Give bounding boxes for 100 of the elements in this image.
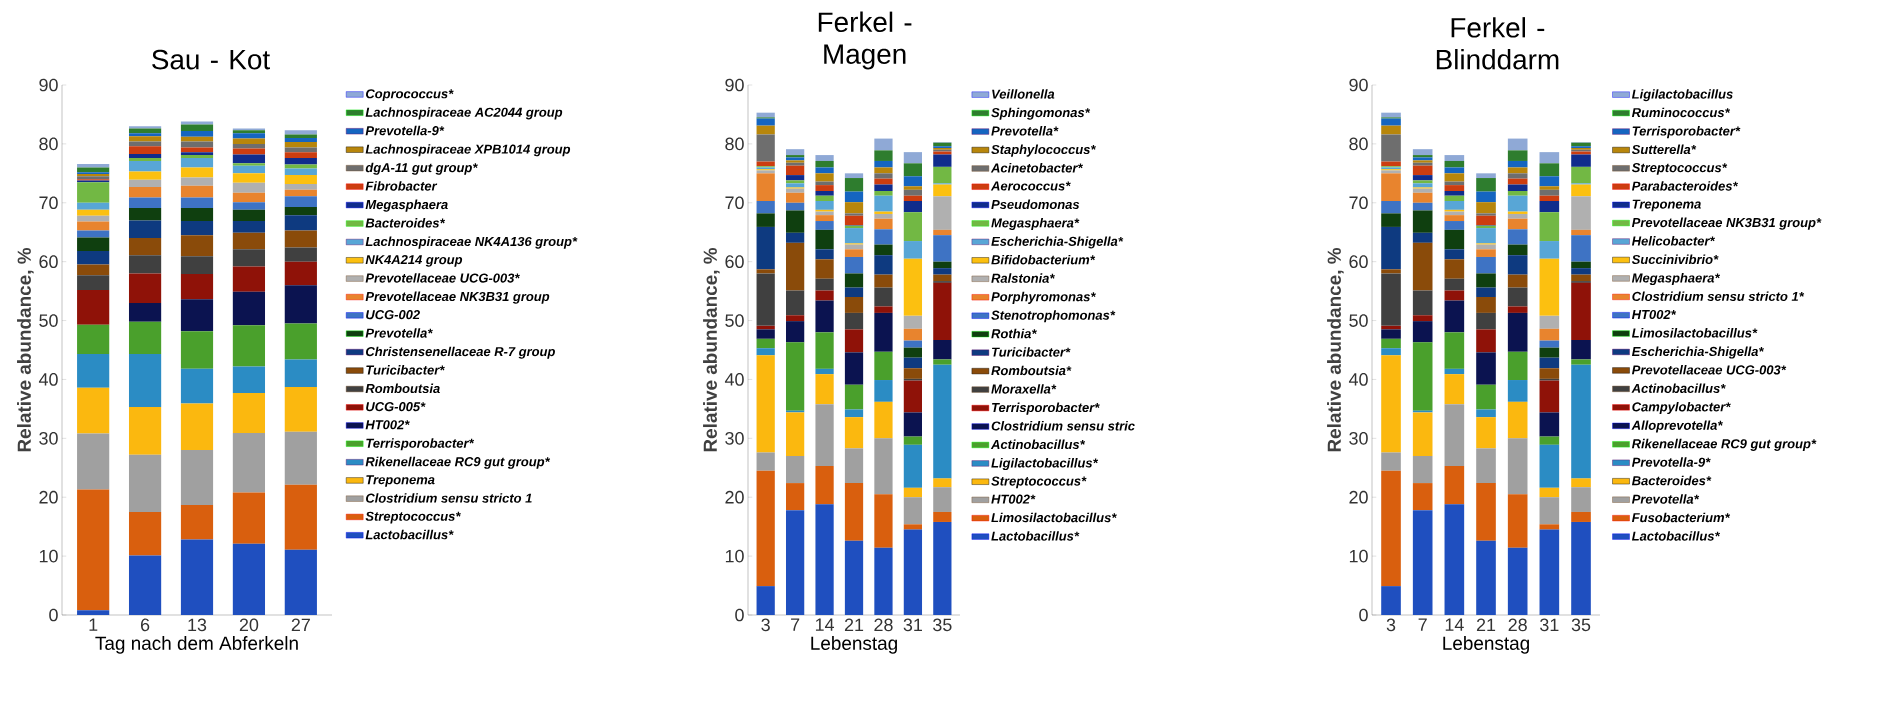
y-tick-label: 20	[725, 490, 744, 504]
legend-label: Romboutsia	[365, 383, 440, 394]
legend-label: Sutterella*	[1631, 144, 1697, 155]
legend-label: Acinetobacter*	[990, 163, 1083, 173]
legend-label: HT002*	[365, 420, 410, 430]
y-tick-label: 60	[725, 255, 744, 269]
y-tick-label: 70	[725, 196, 744, 210]
x-tick-label: 3	[1386, 618, 1396, 632]
legend-label: Prevotella-9*	[365, 125, 445, 136]
y-tick-label: 40	[38, 373, 58, 386]
chart-title: Ferkel - Magen	[818, 11, 912, 70]
legend-label: Fibrobacter	[365, 181, 438, 191]
legend-label: Megasphaera*	[991, 217, 1080, 231]
legend-label: Prevotellaceae NK3B31 group*	[1631, 217, 1822, 230]
legend-label: Bifidobacterium*	[991, 254, 1096, 265]
legend-label: UCG-002	[366, 310, 420, 320]
legend-label: Treponema	[366, 475, 435, 487]
legend-label: Prevotella*	[991, 126, 1059, 136]
legend-label: Stenotrophomonas*	[991, 310, 1116, 323]
x-tick-label: 35	[933, 618, 952, 632]
legend-label: Megasphaera	[365, 199, 448, 212]
y-tick-label: 40	[1348, 373, 1368, 386]
x-tick-label: 3	[761, 618, 770, 632]
chart-title: Ferkel - Blinddarm	[1436, 17, 1559, 70]
y-axis-title: Relative abundance, %	[703, 247, 720, 452]
y-tick-label: 0	[49, 608, 58, 622]
legend-label: Turicibacter*	[992, 347, 1071, 357]
legend-label: Ligilactobacillus	[1631, 89, 1733, 102]
legend-label: Prevotella*	[1631, 494, 1700, 504]
y-tick-label: 70	[1349, 196, 1368, 210]
legend-label: Clostridium sensu stric	[991, 421, 1135, 431]
legend-label: Coprococcus*	[366, 89, 454, 101]
legend-label: Prevotella*	[365, 328, 433, 338]
y-tick-label: 30	[39, 431, 58, 445]
x-axis-title: Tag nach dem Abferkeln	[95, 636, 298, 654]
legend-label: Alloprevotella*	[1631, 420, 1723, 433]
legend-label: Lactobacillus*	[365, 529, 454, 540]
legend-label: Clostridium sensu stricto 1	[366, 493, 532, 503]
legend-label: dgA-11 gut group*	[365, 162, 478, 175]
x-tick-label: 31	[1540, 618, 1559, 632]
y-tick-label: 50	[39, 314, 58, 327]
legend-label: Prevotellaceae UCG-003*	[365, 273, 520, 283]
y-axis-title: Relative abundance, %	[1327, 247, 1344, 452]
y-tick-label: 60	[39, 255, 58, 269]
y-tick-label: 10	[39, 549, 58, 563]
legend-label: Lachnospiraceae XPB1014 group	[365, 144, 571, 157]
legend-label: Fusobacterium*	[1631, 512, 1731, 523]
x-tick-label: 27	[291, 618, 310, 632]
legend-label: Turicibacter*	[366, 365, 445, 375]
y-tick-label: 50	[1349, 314, 1368, 327]
y-tick-label: 20	[1349, 490, 1368, 504]
x-tick-label: 21	[844, 618, 864, 632]
legend-label: Veillonella	[992, 89, 1055, 99]
legend-label: Actinobacillus*	[1631, 383, 1726, 393]
legend-label: Terrisporobacter*	[992, 402, 1100, 415]
legend-label: Moraxella*	[991, 384, 1057, 394]
legend-label: Terrisporobacter*	[1632, 126, 1741, 139]
legend-label: Bacteroides*	[365, 218, 446, 228]
legend-label: NK4A214 group	[365, 255, 463, 267]
legend-label: Porphyromonas*	[991, 291, 1096, 304]
legend-label: Megasphaera*	[1631, 273, 1721, 286]
y-tick-label: 50	[725, 314, 744, 327]
x-tick-label: 14	[1445, 618, 1464, 631]
legend-label: Lachnospiraceae AC2044 group	[365, 107, 563, 120]
legend-label: Ligilactobacillus*	[991, 457, 1099, 471]
chart-title: Sau - Kot	[152, 49, 270, 70]
y-tick-label: 90	[725, 78, 744, 92]
legend-label: Aerococcus*	[990, 181, 1071, 191]
legend-label: Actinobacillus*	[990, 439, 1086, 450]
legend-label: Lachnospiraceae NK4A136 group*	[365, 236, 578, 249]
y-tick-label: 60	[1349, 255, 1368, 269]
legend-label: Rikenellaceae RC9 gut group*	[365, 456, 551, 469]
legend-label: Christensenellaceae R-7 group	[366, 346, 555, 359]
legend-label: Limosilactobacillus*	[991, 512, 1117, 523]
y-tick-label: 80	[725, 137, 744, 151]
legend-label: Ruminococcus*	[1631, 107, 1731, 118]
y-tick-label: 20	[39, 490, 58, 504]
y-tick-label: 40	[724, 373, 744, 386]
legend-label: Succinivibrio*	[1631, 254, 1719, 265]
legend-label: UCG-005*	[366, 402, 426, 412]
x-axis-title: Lebenstag	[811, 636, 897, 654]
x-tick-label: 14	[815, 618, 835, 631]
legend-label: HT002*	[991, 494, 1036, 504]
x-tick-label: 7	[1418, 618, 1427, 631]
legend-label: Prevotellaceae UCG-003*	[1631, 364, 1787, 375]
legend-label: Escherichia-Shigella*	[1631, 346, 1764, 359]
y-tick-label: 0	[1359, 608, 1368, 622]
legend-label: Clostridium sensu stricto 1*	[1632, 291, 1805, 301]
y-axis-title: Relative abundance, %	[17, 247, 34, 452]
legend-label: Staphylococcus*	[991, 144, 1096, 157]
legend-label: Ralstonia*	[991, 273, 1055, 283]
legend-label: Rothia*	[991, 328, 1037, 339]
legend-label: Pseudomonas	[991, 199, 1080, 210]
x-tick-label: 21	[1476, 618, 1496, 632]
legend-label: Lactobacillus*	[991, 531, 1080, 541]
y-tick-label: 70	[39, 196, 58, 210]
y-tick-label: 30	[725, 431, 744, 445]
y-tick-label: 10	[1349, 549, 1368, 563]
legend-label: Lactobacillus*	[1631, 531, 1721, 541]
legend-label: Helicobacter*	[1631, 236, 1715, 246]
